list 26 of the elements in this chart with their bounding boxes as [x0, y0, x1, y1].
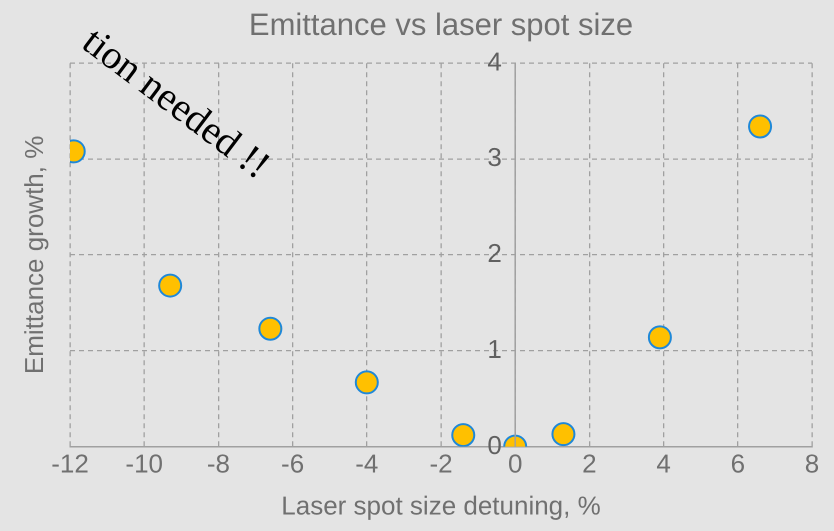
x-tick-label: -8 — [206, 448, 230, 478]
x-tick-label: 4 — [656, 448, 671, 478]
x-tick-label: 6 — [730, 448, 746, 478]
point — [648, 325, 672, 350]
x-tick-label: 0 — [508, 448, 522, 478]
point — [158, 274, 182, 298]
y-tick-label: 0 — [487, 430, 502, 460]
point — [354, 370, 379, 394]
y-tick-label: 3 — [487, 142, 502, 172]
point — [258, 316, 282, 341]
point — [451, 423, 476, 447]
y-axis-title: Emittance growth, % — [19, 136, 50, 374]
y-tick-label: 4 — [487, 46, 502, 76]
x-tick-label: -12 — [51, 448, 89, 478]
x-tick-label: -4 — [355, 448, 378, 478]
chart-title: Emittance vs laser spot size — [248, 7, 634, 42]
x-axis-title: Laser spot size detuning, % — [281, 490, 601, 521]
y-tick-label: 2 — [487, 238, 502, 268]
y-tick-label: 1 — [487, 334, 502, 364]
x-tick-label: 2 — [582, 448, 597, 478]
point — [551, 422, 576, 446]
x-tick-label: -2 — [429, 448, 453, 478]
x-tick-label: -10 — [125, 448, 163, 478]
x-tick-label: -6 — [281, 448, 304, 478]
x-tick-label: 8 — [804, 448, 820, 478]
point — [748, 114, 772, 138]
